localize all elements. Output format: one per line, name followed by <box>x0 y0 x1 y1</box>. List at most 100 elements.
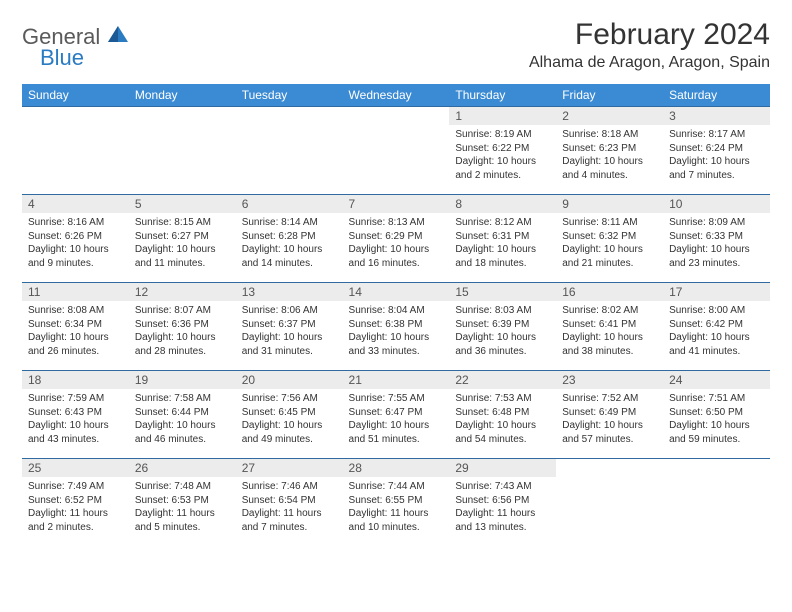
day-number <box>129 107 236 125</box>
day-header: Monday <box>129 84 236 107</box>
sunset-text: Sunset: 6:29 PM <box>349 230 444 244</box>
brand-triangle-icon <box>106 24 130 44</box>
calendar-cell: 29Sunrise: 7:43 AMSunset: 6:56 PMDayligh… <box>449 459 556 547</box>
calendar-cell: 17Sunrise: 8:00 AMSunset: 6:42 PMDayligh… <box>663 283 770 371</box>
calendar-cell <box>663 459 770 547</box>
sunrise-text: Sunrise: 8:18 AM <box>562 128 657 142</box>
calendar-cell: 20Sunrise: 7:56 AMSunset: 6:45 PMDayligh… <box>236 371 343 459</box>
day-details: Sunrise: 7:55 AMSunset: 6:47 PMDaylight:… <box>343 389 450 452</box>
calendar-body: 1Sunrise: 8:19 AMSunset: 6:22 PMDaylight… <box>22 107 770 547</box>
sunrise-text: Sunrise: 8:07 AM <box>135 304 230 318</box>
day-header: Wednesday <box>343 84 450 107</box>
day-number: 16 <box>556 283 663 301</box>
location: Alhama de Aragon, Aragon, Spain <box>529 54 770 72</box>
sunrise-text: Sunrise: 8:11 AM <box>562 216 657 230</box>
sunset-text: Sunset: 6:26 PM <box>28 230 123 244</box>
sunset-text: Sunset: 6:32 PM <box>562 230 657 244</box>
calendar-cell: 5 Sunrise: 8:15 AMSunset: 6:27 PMDaylight… <box>129 195 236 283</box>
daylight-text: Daylight: 10 hours and 14 minutes. <box>242 243 337 270</box>
sunset-text: Sunset: 6:27 PM <box>135 230 230 244</box>
daylight-text: Daylight: 10 hours and 57 minutes. <box>562 419 657 446</box>
day-number <box>343 107 450 125</box>
day-details: Sunrise: 8:03 AMSunset: 6:39 PMDaylight:… <box>449 301 556 364</box>
day-details: Sunrise: 8:18 AMSunset: 6:23 PMDaylight:… <box>556 125 663 188</box>
day-details: Sunrise: 8:04 AMSunset: 6:38 PMDaylight:… <box>343 301 450 364</box>
daylight-text: Daylight: 10 hours and 11 minutes. <box>135 243 230 270</box>
day-number: 27 <box>236 459 343 477</box>
calendar-cell: 18Sunrise: 7:59 AMSunset: 6:43 PMDayligh… <box>22 371 129 459</box>
day-number: 29 <box>449 459 556 477</box>
sunset-text: Sunset: 6:49 PM <box>562 406 657 420</box>
sunrise-text: Sunrise: 8:06 AM <box>242 304 337 318</box>
calendar-cell: 2Sunrise: 8:18 AMSunset: 6:23 PMDaylight… <box>556 107 663 195</box>
daylight-text: Daylight: 10 hours and 26 minutes. <box>28 331 123 358</box>
daylight-text: Daylight: 10 hours and 28 minutes. <box>135 331 230 358</box>
daylight-text: Daylight: 10 hours and 49 minutes. <box>242 419 337 446</box>
sunrise-text: Sunrise: 8:04 AM <box>349 304 444 318</box>
daylight-text: Daylight: 11 hours and 13 minutes. <box>455 507 550 534</box>
calendar-cell: 15Sunrise: 8:03 AMSunset: 6:39 PMDayligh… <box>449 283 556 371</box>
day-number: 17 <box>663 283 770 301</box>
day-number: 11 <box>22 283 129 301</box>
calendar-table: SundayMondayTuesdayWednesdayThursdayFrid… <box>22 84 770 547</box>
day-number: 1 <box>449 107 556 125</box>
sunrise-text: Sunrise: 7:58 AM <box>135 392 230 406</box>
daylight-text: Daylight: 10 hours and 33 minutes. <box>349 331 444 358</box>
sunrise-text: Sunrise: 8:03 AM <box>455 304 550 318</box>
day-details: Sunrise: 7:51 AMSunset: 6:50 PMDaylight:… <box>663 389 770 452</box>
day-details: Sunrise: 7:46 AMSunset: 6:54 PMDaylight:… <box>236 477 343 540</box>
calendar-week: 4Sunrise: 8:16 AMSunset: 6:26 PMDaylight… <box>22 195 770 283</box>
sunrise-text: Sunrise: 8:15 AM <box>135 216 230 230</box>
day-details: Sunrise: 8:13 AMSunset: 6:29 PMDaylight:… <box>343 213 450 276</box>
header: General Blue February 2024 Alhama de Ara… <box>22 18 770 72</box>
daylight-text: Daylight: 10 hours and 43 minutes. <box>28 419 123 446</box>
calendar-cell <box>129 107 236 195</box>
calendar-cell <box>22 107 129 195</box>
sunset-text: Sunset: 6:36 PM <box>135 318 230 332</box>
sunrise-text: Sunrise: 7:59 AM <box>28 392 123 406</box>
sunset-text: Sunset: 6:28 PM <box>242 230 337 244</box>
day-details: Sunrise: 8:00 AMSunset: 6:42 PMDaylight:… <box>663 301 770 364</box>
day-number <box>556 459 663 477</box>
day-number: 15 <box>449 283 556 301</box>
calendar-cell: 13Sunrise: 8:06 AMSunset: 6:37 PMDayligh… <box>236 283 343 371</box>
day-number: 28 <box>343 459 450 477</box>
day-details: Sunrise: 7:59 AMSunset: 6:43 PMDaylight:… <box>22 389 129 452</box>
day-number <box>22 107 129 125</box>
calendar-cell: 10Sunrise: 8:09 AMSunset: 6:33 PMDayligh… <box>663 195 770 283</box>
calendar-cell: 7Sunrise: 8:13 AMSunset: 6:29 PMDaylight… <box>343 195 450 283</box>
calendar-cell: 28Sunrise: 7:44 AMSunset: 6:55 PMDayligh… <box>343 459 450 547</box>
sunset-text: Sunset: 6:34 PM <box>28 318 123 332</box>
day-number: 8 <box>449 195 556 213</box>
sunrise-text: Sunrise: 8:09 AM <box>669 216 764 230</box>
calendar-cell: 27Sunrise: 7:46 AMSunset: 6:54 PMDayligh… <box>236 459 343 547</box>
day-details: Sunrise: 7:58 AMSunset: 6:44 PMDaylight:… <box>129 389 236 452</box>
sunrise-text: Sunrise: 8:14 AM <box>242 216 337 230</box>
sunrise-text: Sunrise: 8:17 AM <box>669 128 764 142</box>
day-number: 14 <box>343 283 450 301</box>
daylight-text: Daylight: 10 hours and 23 minutes. <box>669 243 764 270</box>
calendar-cell: 4Sunrise: 8:16 AMSunset: 6:26 PMDaylight… <box>22 195 129 283</box>
calendar-cell: 12Sunrise: 8:07 AMSunset: 6:36 PMDayligh… <box>129 283 236 371</box>
brand-text: General Blue <box>22 24 130 69</box>
sunset-text: Sunset: 6:31 PM <box>455 230 550 244</box>
sunrise-text: Sunrise: 8:13 AM <box>349 216 444 230</box>
daylight-text: Daylight: 10 hours and 2 minutes. <box>455 155 550 182</box>
day-details: Sunrise: 8:19 AMSunset: 6:22 PMDaylight:… <box>449 125 556 188</box>
day-number: 5 <box>129 195 236 213</box>
calendar-week: 1Sunrise: 8:19 AMSunset: 6:22 PMDaylight… <box>22 107 770 195</box>
sunrise-text: Sunrise: 7:48 AM <box>135 480 230 494</box>
daylight-text: Daylight: 11 hours and 7 minutes. <box>242 507 337 534</box>
sunrise-text: Sunrise: 8:19 AM <box>455 128 550 142</box>
sunset-text: Sunset: 6:38 PM <box>349 318 444 332</box>
calendar-cell: 26Sunrise: 7:48 AMSunset: 6:53 PMDayligh… <box>129 459 236 547</box>
day-number: 3 <box>663 107 770 125</box>
sunset-text: Sunset: 6:56 PM <box>455 494 550 508</box>
daylight-text: Daylight: 10 hours and 21 minutes. <box>562 243 657 270</box>
day-details: Sunrise: 8:17 AMSunset: 6:24 PMDaylight:… <box>663 125 770 188</box>
sunset-text: Sunset: 6:39 PM <box>455 318 550 332</box>
day-header-row: SundayMondayTuesdayWednesdayThursdayFrid… <box>22 84 770 107</box>
daylight-text: Daylight: 11 hours and 10 minutes. <box>349 507 444 534</box>
calendar-week: 25Sunrise: 7:49 AMSunset: 6:52 PMDayligh… <box>22 459 770 547</box>
day-details: Sunrise: 7:44 AMSunset: 6:55 PMDaylight:… <box>343 477 450 540</box>
